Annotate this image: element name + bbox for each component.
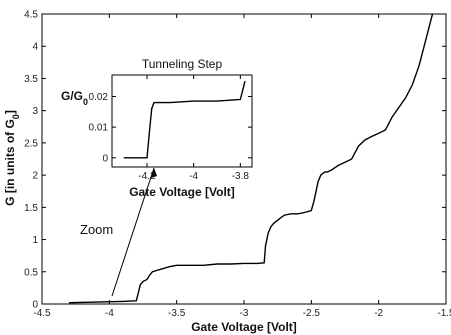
inset-x-tick-label-0: -4.2 [138,171,156,182]
main-ticks: -4.5 -4 -3.5 -3 -2.5 -2 -1.5 0 0.5 1 1.5 2 2.5 3 3.5 4 4… [24,10,451,320]
main-y-tick-label-1: 0.5 [24,267,38,278]
zoom-arrow [111,167,155,297]
inset-x-tick-label-2: -3.8 [232,171,250,182]
inset-y-tick-label-2: 0.02 [89,92,109,103]
main-x-tick-label-1: -4 [105,308,114,319]
inset-background [112,75,252,167]
zoom-arrow-head [151,168,157,178]
zoom-annotation: Zoom [80,222,113,237]
main-x-tick-label-2: -3.5 [168,308,186,319]
inset-plot-frame [111,74,253,168]
inset-x-tick-label-1: -4 [189,171,198,182]
inset-tunneling-curve [123,80,246,159]
inset-y-tick-label-0: 0 [102,153,108,164]
inset-x-label: Gate Voltage [Volt] [129,185,235,199]
y-axis-label: G [in units of G0] [3,110,21,206]
main-y-tick-label-9: 4.5 [24,10,38,21]
inset-ticks: -4.2 -4 -3.8 0 0.01 0.02 [89,75,252,182]
main-y-tick-label-6: 3 [32,106,38,117]
main-y-tick-label-4: 2 [32,171,38,182]
main-y-tick-label-7: 3.5 [24,74,38,85]
main-y-tick-label-8: 4 [32,42,38,53]
main-y-tick-label-2: 1 [32,235,38,246]
inset-y-tick-label-1: 0.01 [89,123,109,134]
main-y-tick-label-0: 0 [32,300,38,311]
inset-y-label: G/G0 [61,89,88,107]
main-conductance-curve [68,13,434,304]
main-y-tick-label-5: 2.5 [24,138,38,149]
main-y-tick-label-3: 1.5 [24,203,38,214]
main-x-tick-label-3: -3 [240,308,249,319]
main-x-tick-label-5: -2 [374,308,383,319]
inset-title: Tunneling Step [142,57,223,71]
main-x-tick-label-6: -1.5 [437,308,451,319]
x-axis-label: Gate Voltage [Volt] [191,320,297,334]
main-x-tick-label-0: -4.5 [33,308,51,319]
main-x-tick-label-4: -2.5 [303,308,321,319]
